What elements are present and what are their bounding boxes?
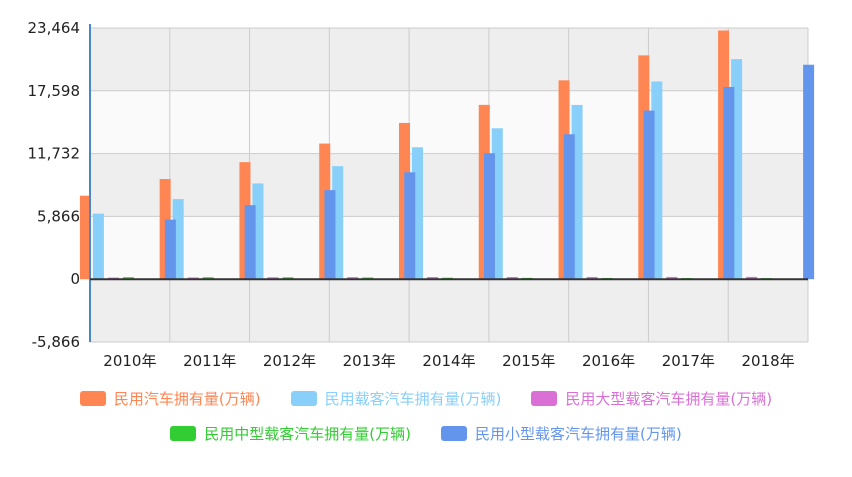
legend-row-1: 民用汽车拥有量(万辆) 民用载客汽车拥有量(万辆) 民用大型载客汽车拥有量(万辆…: [0, 388, 852, 409]
axes-group: [89, 24, 808, 342]
x-axis-ticks: 2010年 2011年 2012年 2013年 2014年 2015年 2016年 2017年…: [103, 352, 794, 370]
bar-s2-c3: [347, 277, 359, 280]
bar-s4-c8: [803, 64, 815, 280]
legend-label-1: 民用载客汽车拥有量(万辆): [324, 390, 502, 408]
bar-s4-c1: [244, 205, 256, 280]
y-tick-label-2: 11,732: [28, 145, 81, 163]
legend-label-0: 民用汽车拥有量(万辆): [113, 390, 261, 408]
plot-band-3: [90, 216, 808, 280]
bar-s2-c5: [506, 276, 518, 280]
plot-background: [90, 28, 808, 342]
bar-s1-c0: [92, 213, 104, 280]
bar-s4-c6: [643, 110, 655, 280]
x-tick-label-5: 2015年: [502, 352, 555, 370]
plot-band-1: [90, 90, 808, 154]
x-tick-label-2: 2012年: [263, 352, 316, 370]
y-tick-label-0: 23,464: [28, 19, 81, 37]
legend-swatch-2: [531, 391, 558, 406]
x-tick-label-6: 2016年: [582, 352, 635, 370]
legend-label-4: 民用小型载客汽车拥有量(万辆): [475, 425, 682, 443]
x-tick-label-8: 2018年: [742, 352, 795, 370]
bar-s1-c4: [412, 147, 423, 280]
bar-s1-c5: [491, 128, 503, 280]
bar-s1-c8: [731, 59, 743, 280]
bar-s4-c7: [723, 86, 735, 280]
legend-item-0[interactable]: 民用汽车拥有量(万辆): [79, 388, 261, 409]
x-tick-label-4: 2014年: [422, 352, 475, 370]
bar-s1-c1: [172, 199, 184, 280]
bars-group: [79, 30, 815, 280]
bar-s4-c5: [563, 134, 575, 280]
legend-swatch-3: [170, 426, 197, 441]
bar-s4-c2: [324, 190, 336, 280]
x-tick-label-0: 2010年: [103, 352, 156, 370]
bar-s2-c7: [666, 276, 678, 280]
bar-s1-c6: [571, 104, 583, 280]
legend-swatch-4: [441, 426, 467, 441]
y-tick-label-3: 5,866: [37, 207, 80, 225]
bar-s2-c6: [586, 276, 598, 280]
x-tick-label-7: 2017年: [662, 352, 715, 370]
y-tick-label-5: -5,866: [32, 333, 80, 351]
bar-s0-c0: [79, 195, 91, 280]
legend-swatch-1: [290, 391, 317, 406]
bar-s2-c4: [427, 277, 438, 280]
y-tick-label-1: 17,598: [28, 82, 81, 100]
x-tick-label-1: 2011年: [183, 352, 236, 370]
plot-band-2: [90, 153, 808, 217]
x-tick-label-3: 2013年: [343, 352, 396, 370]
legend-swatch-0: [79, 391, 106, 406]
y-axis-ticks: 23,464 17,598 11,732 5,866 0 -5,866: [28, 19, 81, 351]
legend-item-2[interactable]: 民用大型载客汽车拥有量(万辆): [531, 388, 772, 409]
bar-s4-c0: [164, 219, 176, 280]
bar-s1-c7: [651, 81, 663, 280]
legend-label-3: 民用中型载客汽车拥有量(万辆): [204, 425, 411, 443]
bar-s4-c3: [404, 172, 416, 280]
legend-item-3[interactable]: 民用中型载客汽车拥有量(万辆): [170, 423, 411, 444]
legend-item-4[interactable]: 民用小型载客汽车拥有量(万辆): [441, 423, 682, 444]
bar-s2-c8: [746, 276, 758, 280]
bar-s1-c3: [332, 166, 344, 280]
bar-s1-c2: [252, 183, 264, 280]
plot-band-4: [90, 279, 808, 342]
bar-s4-c4: [484, 153, 495, 280]
legend: 民用汽车拥有量(万辆) 民用载客汽车拥有量(万辆) 民用大型载客汽车拥有量(万辆…: [0, 388, 852, 458]
legend-label-2: 民用大型载客汽车拥有量(万辆): [565, 390, 773, 408]
plot-band-0: [90, 28, 808, 91]
y-tick-label-4: 0: [70, 270, 80, 288]
legend-item-1[interactable]: 民用载客汽车拥有量(万辆): [290, 388, 502, 409]
legend-row-2: 民用中型载客汽车拥有量(万辆) 民用小型载客汽车拥有量(万辆): [0, 423, 852, 444]
